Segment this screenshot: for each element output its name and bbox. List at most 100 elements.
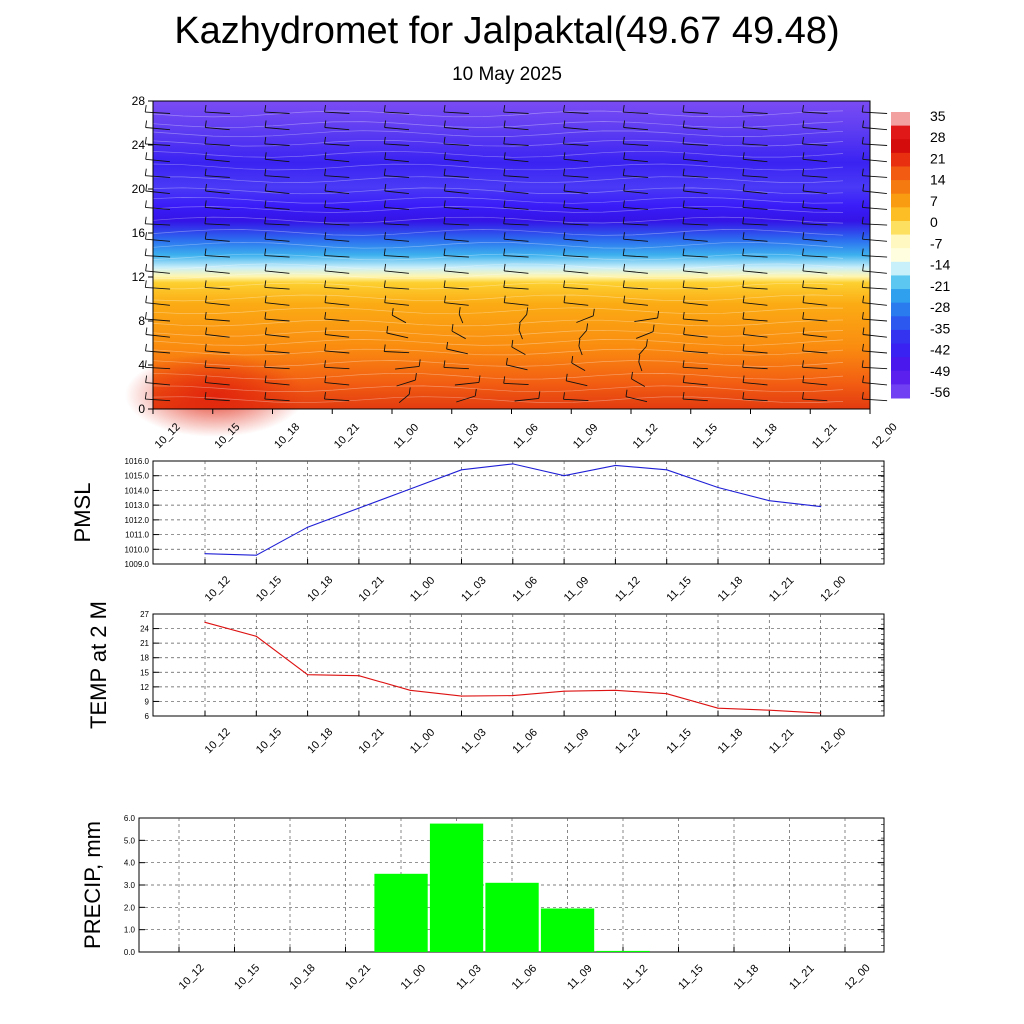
colorbar-swatch xyxy=(891,220,910,236)
wind-barb-flag xyxy=(683,183,685,192)
data-point xyxy=(768,500,770,502)
y-tick-label: 1014.0 xyxy=(125,486,150,495)
colorbar-swatch xyxy=(891,384,910,399)
wind-barb xyxy=(443,255,469,258)
x-tick-label: 10_12 xyxy=(203,574,233,604)
data-point xyxy=(666,469,668,471)
wind-barb-flag xyxy=(592,308,595,316)
wind-barb xyxy=(636,331,654,339)
y-tick-label: 27 xyxy=(140,610,149,619)
wind-barb xyxy=(264,286,290,290)
wind-barb-flag xyxy=(324,263,327,271)
wind-barb xyxy=(384,286,410,290)
wind-barb-flag xyxy=(383,200,386,208)
wind-barb xyxy=(623,270,648,274)
wind-barb xyxy=(683,334,708,338)
wind-barb xyxy=(205,158,230,163)
panel-frame xyxy=(152,613,885,717)
wind-barb xyxy=(384,270,409,274)
wind-barb-flag xyxy=(145,120,148,128)
x-tick-label: 11_15 xyxy=(664,727,694,757)
wind-barb xyxy=(623,238,649,242)
wind-barb-flag xyxy=(503,263,506,271)
wind-barb-flag xyxy=(861,168,864,176)
wind-barb-flag xyxy=(682,263,685,271)
contour-line xyxy=(152,319,844,327)
wind-barb xyxy=(446,348,468,355)
wind-barb-flag xyxy=(444,295,446,303)
wind-barb xyxy=(862,350,888,354)
wind-barb xyxy=(742,318,768,322)
wind-barb-flag xyxy=(264,375,267,383)
x-tick-label: 10_12 xyxy=(177,962,207,992)
wind-barb-flag xyxy=(682,105,685,113)
wind-barb xyxy=(205,270,230,274)
wind-barb-flag xyxy=(682,375,685,383)
wind-barb-flag xyxy=(563,200,566,208)
wind-barb-flag xyxy=(682,360,685,368)
wind-barb-flag xyxy=(264,120,267,128)
wind-barb xyxy=(503,175,529,178)
wind-barb-flag xyxy=(802,327,805,335)
wind-barb xyxy=(324,143,350,146)
wind-barb-flag xyxy=(204,248,207,256)
wind-barb xyxy=(145,366,171,370)
x-tick-label: 10_18 xyxy=(305,726,335,756)
y-tick-label: 15 xyxy=(140,668,149,677)
wind-barb xyxy=(862,398,888,402)
wind-barb-flag xyxy=(503,280,506,288)
wind-barb xyxy=(204,111,230,114)
wind-barb-flag xyxy=(384,183,387,192)
wind-barb xyxy=(683,158,708,163)
wind-barb xyxy=(205,334,230,338)
wind-barb-flag xyxy=(742,263,745,271)
data-point xyxy=(820,712,822,714)
wind-barb xyxy=(802,190,828,195)
wind-barb xyxy=(324,286,350,290)
wind-barb xyxy=(504,270,529,274)
x-tick-label: 10_18 xyxy=(305,574,335,604)
colorbar-swatch xyxy=(891,207,910,222)
wind-barb-flag xyxy=(383,248,386,256)
colorbar-label: -14 xyxy=(930,257,950,273)
wind-barb-flag xyxy=(862,152,865,160)
wind-barb xyxy=(563,286,589,290)
wind-barb xyxy=(563,223,589,226)
wind-barb-flag xyxy=(391,308,394,316)
wind-barb xyxy=(205,318,230,322)
wind-barb xyxy=(145,255,171,258)
wind-barb xyxy=(623,255,649,258)
contour-line xyxy=(152,150,844,158)
wind-barb-flag xyxy=(742,280,745,288)
x-tick-label: 10_21 xyxy=(343,962,373,992)
y-tick-label: 28 xyxy=(132,94,146,108)
wind-barb xyxy=(503,111,529,114)
wind-barb xyxy=(443,366,469,370)
wind-barb-flag xyxy=(324,120,327,128)
wind-barb-flag xyxy=(323,216,326,224)
wind-barb xyxy=(384,158,409,163)
wind-barb xyxy=(802,206,828,210)
wind-barb-flag xyxy=(742,216,745,224)
wind-barb-flag xyxy=(623,120,626,128)
wind-barb xyxy=(566,380,588,387)
wind-barb xyxy=(145,334,170,338)
y-tick-label: 1.0 xyxy=(124,926,136,935)
wind-barb xyxy=(443,223,469,226)
wind-barb-flag xyxy=(144,312,147,320)
wind-barb xyxy=(862,286,888,290)
contour-line xyxy=(152,282,844,290)
contour-line xyxy=(152,263,844,271)
wind-barb-flag xyxy=(683,327,686,335)
wind-barb-flag xyxy=(682,152,685,160)
wind-barb xyxy=(623,286,649,290)
wind-barb xyxy=(576,315,594,323)
y-tick-label: 1009.0 xyxy=(125,560,150,569)
wind-barb-flag xyxy=(443,136,446,144)
colorbar-swatch xyxy=(891,357,910,372)
wind-barb xyxy=(145,223,171,226)
contour-line xyxy=(152,272,844,280)
wind-barb xyxy=(742,223,768,226)
colorbar-swatch xyxy=(891,234,910,249)
x-tick-label: 11_03 xyxy=(454,963,484,993)
